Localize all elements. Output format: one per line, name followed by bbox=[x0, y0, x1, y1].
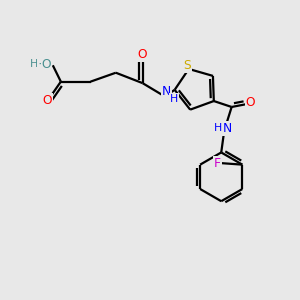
Text: N: N bbox=[162, 85, 171, 98]
Text: H: H bbox=[214, 123, 222, 134]
Text: O: O bbox=[42, 58, 51, 71]
Text: O: O bbox=[43, 94, 52, 107]
Text: H: H bbox=[170, 94, 178, 104]
Text: O: O bbox=[138, 48, 147, 62]
Text: -: - bbox=[38, 57, 43, 71]
Text: S: S bbox=[184, 59, 191, 72]
Text: F: F bbox=[214, 157, 220, 170]
Text: N: N bbox=[223, 122, 232, 135]
Text: O: O bbox=[246, 96, 256, 109]
Text: H: H bbox=[30, 59, 38, 69]
